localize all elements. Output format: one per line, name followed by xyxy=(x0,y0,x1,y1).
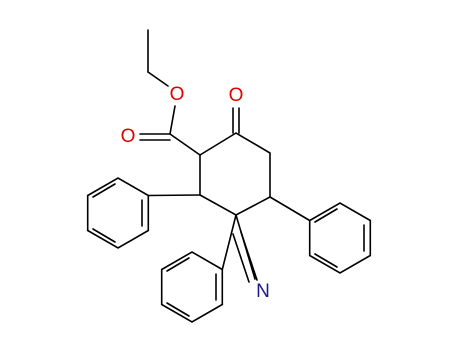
phenyl-ring xyxy=(308,202,372,274)
bonds xyxy=(86,29,372,323)
bond xyxy=(169,105,176,135)
bond xyxy=(92,183,116,198)
bond xyxy=(269,196,311,222)
atom-label: O xyxy=(170,84,185,105)
bond xyxy=(147,194,201,197)
bond xyxy=(240,231,258,281)
ring xyxy=(199,132,271,216)
bond xyxy=(166,302,190,317)
bond xyxy=(166,257,190,272)
phenyl-ring xyxy=(86,177,150,249)
bond xyxy=(314,208,338,223)
bond xyxy=(232,233,250,283)
atom-label: O xyxy=(121,126,136,147)
atom-label: O xyxy=(229,85,244,106)
atom-label: N xyxy=(256,281,270,302)
bond xyxy=(147,71,169,87)
bond xyxy=(221,214,237,271)
bond xyxy=(169,133,201,156)
phenyl-ring xyxy=(160,251,224,323)
bond xyxy=(314,253,338,268)
bond xyxy=(92,228,116,243)
